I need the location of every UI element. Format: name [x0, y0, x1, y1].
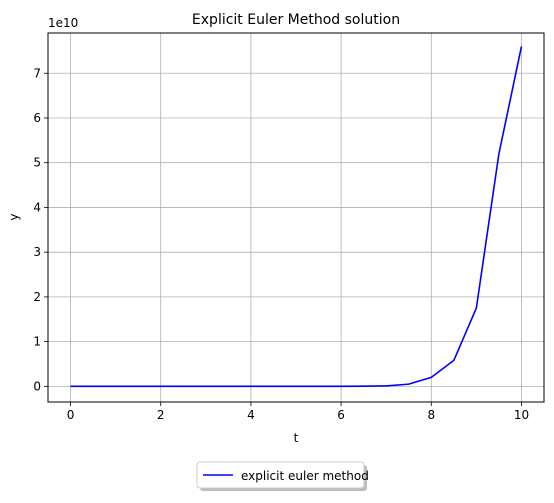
y-tick-label: 5: [33, 156, 41, 170]
series-layer: [70, 46, 523, 388]
x-tick-label: 0: [67, 408, 75, 422]
chart-title: Explicit Euler Method solution: [192, 12, 400, 28]
legend-label: explicit euler method: [241, 469, 369, 483]
legend: explicit euler method: [196, 461, 369, 491]
y-tick-label: 3: [33, 245, 41, 259]
axis-ticks: 0 2 4 6 8 10 0 1 2 3 4 5 6 7: [33, 66, 529, 422]
x-axis-label: t: [294, 431, 299, 445]
y-tick-label: 1: [33, 335, 41, 349]
grid-lines: [48, 33, 544, 402]
y-tick-label: 2: [33, 290, 41, 304]
y-axis-offset-text: 1e10: [48, 16, 78, 30]
y-tick-label: 4: [33, 200, 41, 214]
x-tick-label: 4: [247, 408, 255, 422]
y-tick-label: 0: [33, 379, 41, 393]
y-axis-label: y: [7, 213, 21, 220]
plot-frame: [47, 32, 545, 403]
x-tick-label: 6: [337, 408, 345, 422]
y-tick-label: 7: [33, 66, 41, 80]
x-tick-label: 10: [514, 408, 529, 422]
x-tick-label: 8: [427, 408, 435, 422]
legend-box: [196, 461, 365, 489]
y-tick-label: 6: [33, 111, 41, 125]
x-tick-label: 2: [157, 408, 165, 422]
plot-area: [48, 33, 544, 402]
series-line-0: [70, 46, 523, 388]
